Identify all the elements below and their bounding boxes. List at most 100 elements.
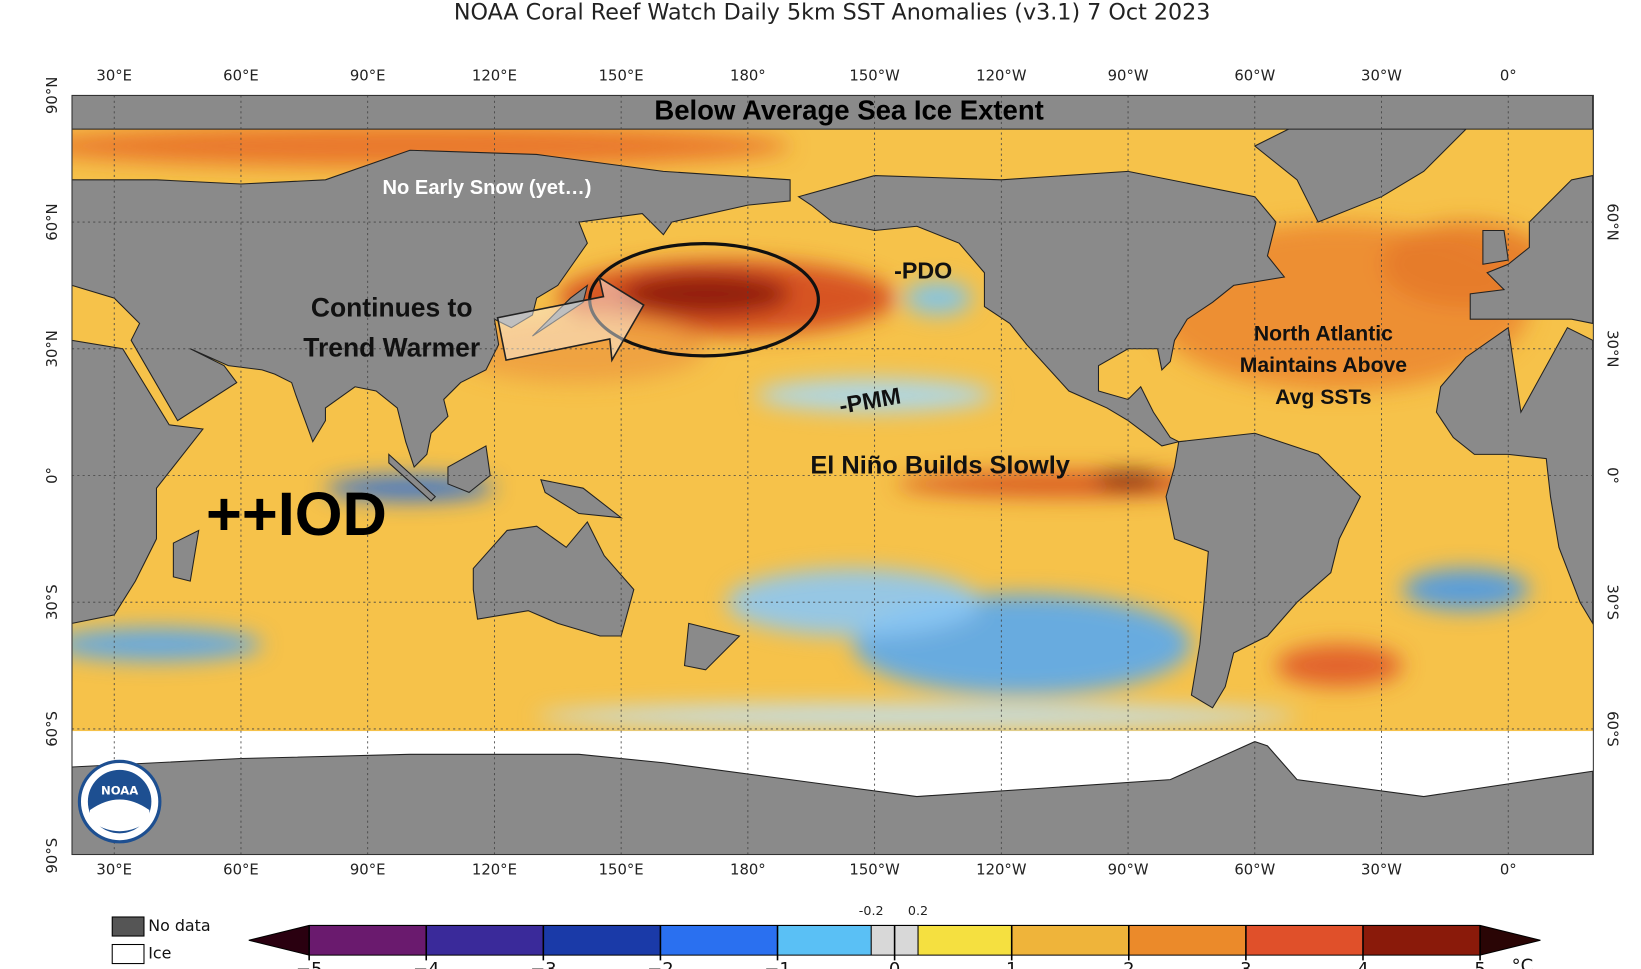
anomaly-patch [1402, 568, 1530, 611]
noaa-logo: NOAA [77, 759, 162, 844]
land [71, 149, 791, 469]
lon-label: 120°E [472, 67, 517, 84]
land [532, 284, 589, 337]
colorbar-segment [309, 925, 427, 956]
colorbar-extend-low [248, 925, 310, 956]
colorbar-tick-label: 0 [889, 959, 900, 969]
legend-label: Ice [148, 944, 171, 963]
lat-label: 90°S [44, 838, 61, 874]
colorbar-segment [918, 925, 1012, 956]
anomaly-patch [756, 378, 993, 413]
colorbar-tick-label: −4 [413, 959, 440, 969]
lon-label: 150°E [599, 861, 644, 878]
lon-label: 90°E [350, 861, 386, 878]
land [71, 339, 204, 624]
annotation: Below Average Sea Ice Extent [654, 95, 1043, 126]
colorbar-segment [426, 925, 544, 956]
colorbar-segment [777, 925, 872, 956]
lat-label: 60°N [44, 203, 61, 240]
land [683, 622, 741, 671]
lat-label: 0° [44, 467, 61, 484]
annotation: ++IOD [206, 480, 387, 549]
legend-swatch [111, 916, 145, 937]
land [71, 741, 1594, 855]
lon-label: 90°E [350, 67, 386, 84]
lat-label: 30°S [1603, 584, 1620, 620]
colorbar-segment [1245, 925, 1363, 956]
land [1469, 174, 1594, 325]
lon-label: 150°W [849, 67, 900, 84]
colorbar-segment [894, 925, 919, 956]
colorbar-tick-label: 2 [1123, 959, 1134, 969]
land [71, 95, 1594, 130]
anomaly-patch [452, 314, 706, 383]
colorbar-segment [1362, 925, 1481, 956]
annotation: El Niño Builds Slowly [810, 452, 1070, 480]
annotation: North Atlantic [1254, 322, 1393, 345]
annotation: No Early Snow (yet…) [383, 177, 592, 199]
colorbar-extend-high [1480, 925, 1541, 956]
lon-label: 30°W [1361, 67, 1402, 84]
lon-label: 0° [1500, 67, 1517, 84]
lat-label: 90°N [44, 77, 61, 114]
land [797, 170, 1286, 447]
logo-bird [89, 799, 150, 832]
annotation: Continues to [311, 292, 473, 322]
land [540, 479, 623, 519]
logo-text: NOAA [101, 783, 138, 797]
lon-label: 150°E [599, 67, 644, 84]
colorbar-tick-label: 3 [1240, 959, 1251, 969]
lon-label: 30°E [96, 67, 132, 84]
land [447, 445, 491, 494]
colorbar-minor-label: -0.2 [859, 903, 884, 918]
colorbar-tick-label: −3 [530, 959, 557, 969]
colorbar-segment [871, 925, 895, 956]
lat-label: 60°N [1603, 203, 1620, 240]
colorbar-tick-label: 1 [1006, 959, 1017, 969]
colorbar-tick-label: −2 [647, 959, 674, 969]
land [1165, 432, 1362, 709]
lon-label: 60°E [223, 67, 259, 84]
lon-label: 0° [1500, 861, 1517, 878]
colorbar-tick-label: −1 [764, 959, 791, 969]
lon-label: 150°W [849, 861, 900, 878]
map [71, 95, 1594, 855]
anomaly-patch [726, 568, 981, 637]
lon-label: 90°W [1108, 67, 1149, 84]
arrow [496, 275, 645, 363]
annotation: Avg SSTs [1275, 386, 1371, 409]
lat-label: 60°S [44, 711, 61, 747]
colorbar-minor-label: 0.2 [908, 903, 928, 918]
lon-label: 180° [730, 861, 766, 878]
land [388, 453, 437, 502]
lon-label: 60°W [1234, 861, 1275, 878]
annotation: Maintains Above [1240, 354, 1408, 377]
colorbar-segment [1011, 925, 1129, 956]
land [172, 529, 200, 582]
land [1482, 229, 1509, 265]
lon-label: 60°E [223, 861, 259, 878]
anomaly-patch [1275, 644, 1403, 687]
lon-label: 90°W [1108, 861, 1149, 878]
lat-label: 30°S [44, 584, 61, 620]
legend: No data Ice [111, 916, 211, 965]
lon-label: 120°E [472, 861, 517, 878]
colorbar-tick-label: −5 [296, 959, 323, 969]
lon-label: 30°W [1361, 861, 1402, 878]
legend-label: No data [148, 916, 210, 935]
lat-label: 0° [1603, 467, 1620, 484]
anomaly-patch [904, 281, 972, 315]
lon-label: 120°W [976, 67, 1027, 84]
colorbar-segment [660, 925, 778, 956]
colorbar-segment [1128, 925, 1246, 956]
lon-label: 120°W [976, 861, 1027, 878]
colorbar-tick-label: 4 [1357, 959, 1368, 969]
title: NOAA Coral Reef Watch Daily 5km SST Anom… [454, 0, 1211, 25]
anomaly-patch [536, 703, 1298, 729]
annotation: -PDO [894, 257, 952, 283]
lat-label: 30°N [44, 330, 61, 367]
colorbar-segment [543, 925, 661, 956]
map-frame [71, 94, 1594, 856]
